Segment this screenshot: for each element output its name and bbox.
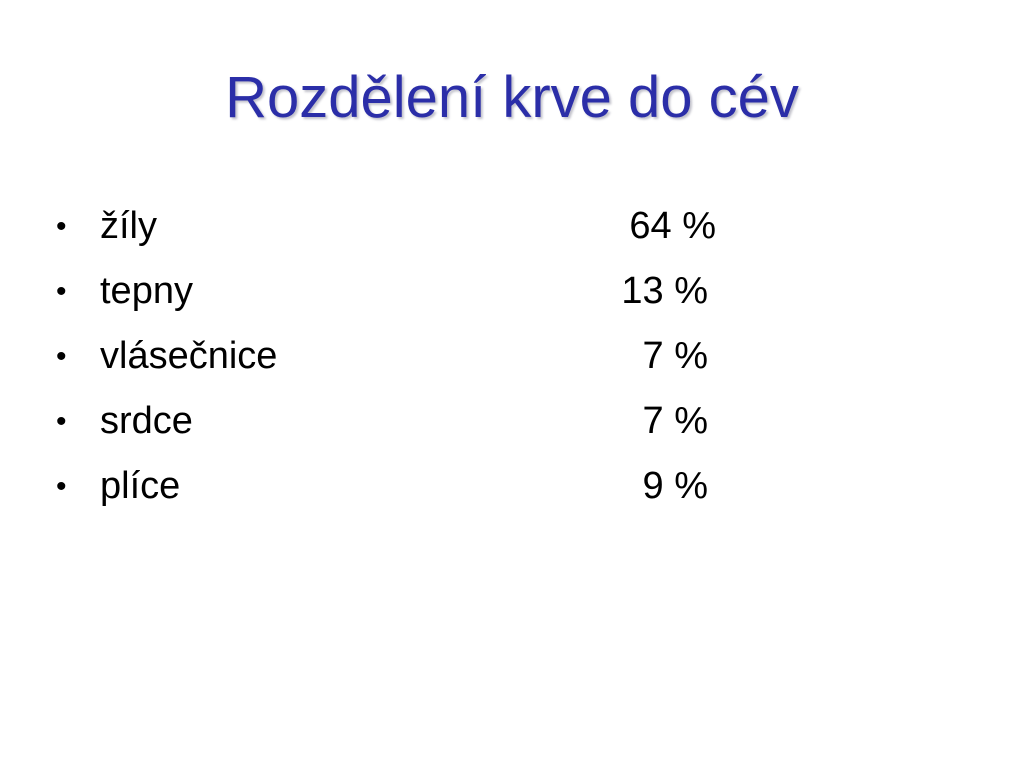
- bullet-icon: •: [56, 275, 67, 308]
- bullet-icon: •: [56, 470, 67, 503]
- bullet-icon: •: [56, 340, 67, 373]
- bullet-icon: •: [56, 405, 67, 438]
- item-value: 9 %: [642, 465, 708, 507]
- item-label: plíce: [100, 465, 181, 507]
- list-item: • vlásečnice 7 %: [56, 324, 756, 389]
- item-label: tepny: [100, 270, 193, 312]
- list-item: • srdce 7 %: [56, 389, 756, 454]
- item-value: 13 %: [621, 270, 708, 312]
- bullet-list: • žíly 64 % • tepny 13 % • vlásečnice 7 …: [56, 194, 756, 519]
- item-value: 7 %: [642, 335, 708, 377]
- item-label: žíly: [100, 205, 157, 247]
- item-value: 7 %: [642, 400, 708, 442]
- item-label: vlásečnice: [100, 335, 278, 377]
- list-item: • tepny 13 %: [56, 259, 756, 324]
- list-item: • plíce 9 %: [56, 454, 756, 519]
- bullet-icon: •: [56, 210, 67, 243]
- slide-title: Rozdělení krve do cév: [225, 65, 799, 130]
- list-item: • žíly 64 %: [56, 194, 756, 259]
- item-value: 64 %: [629, 205, 716, 247]
- item-label: srdce: [100, 400, 193, 442]
